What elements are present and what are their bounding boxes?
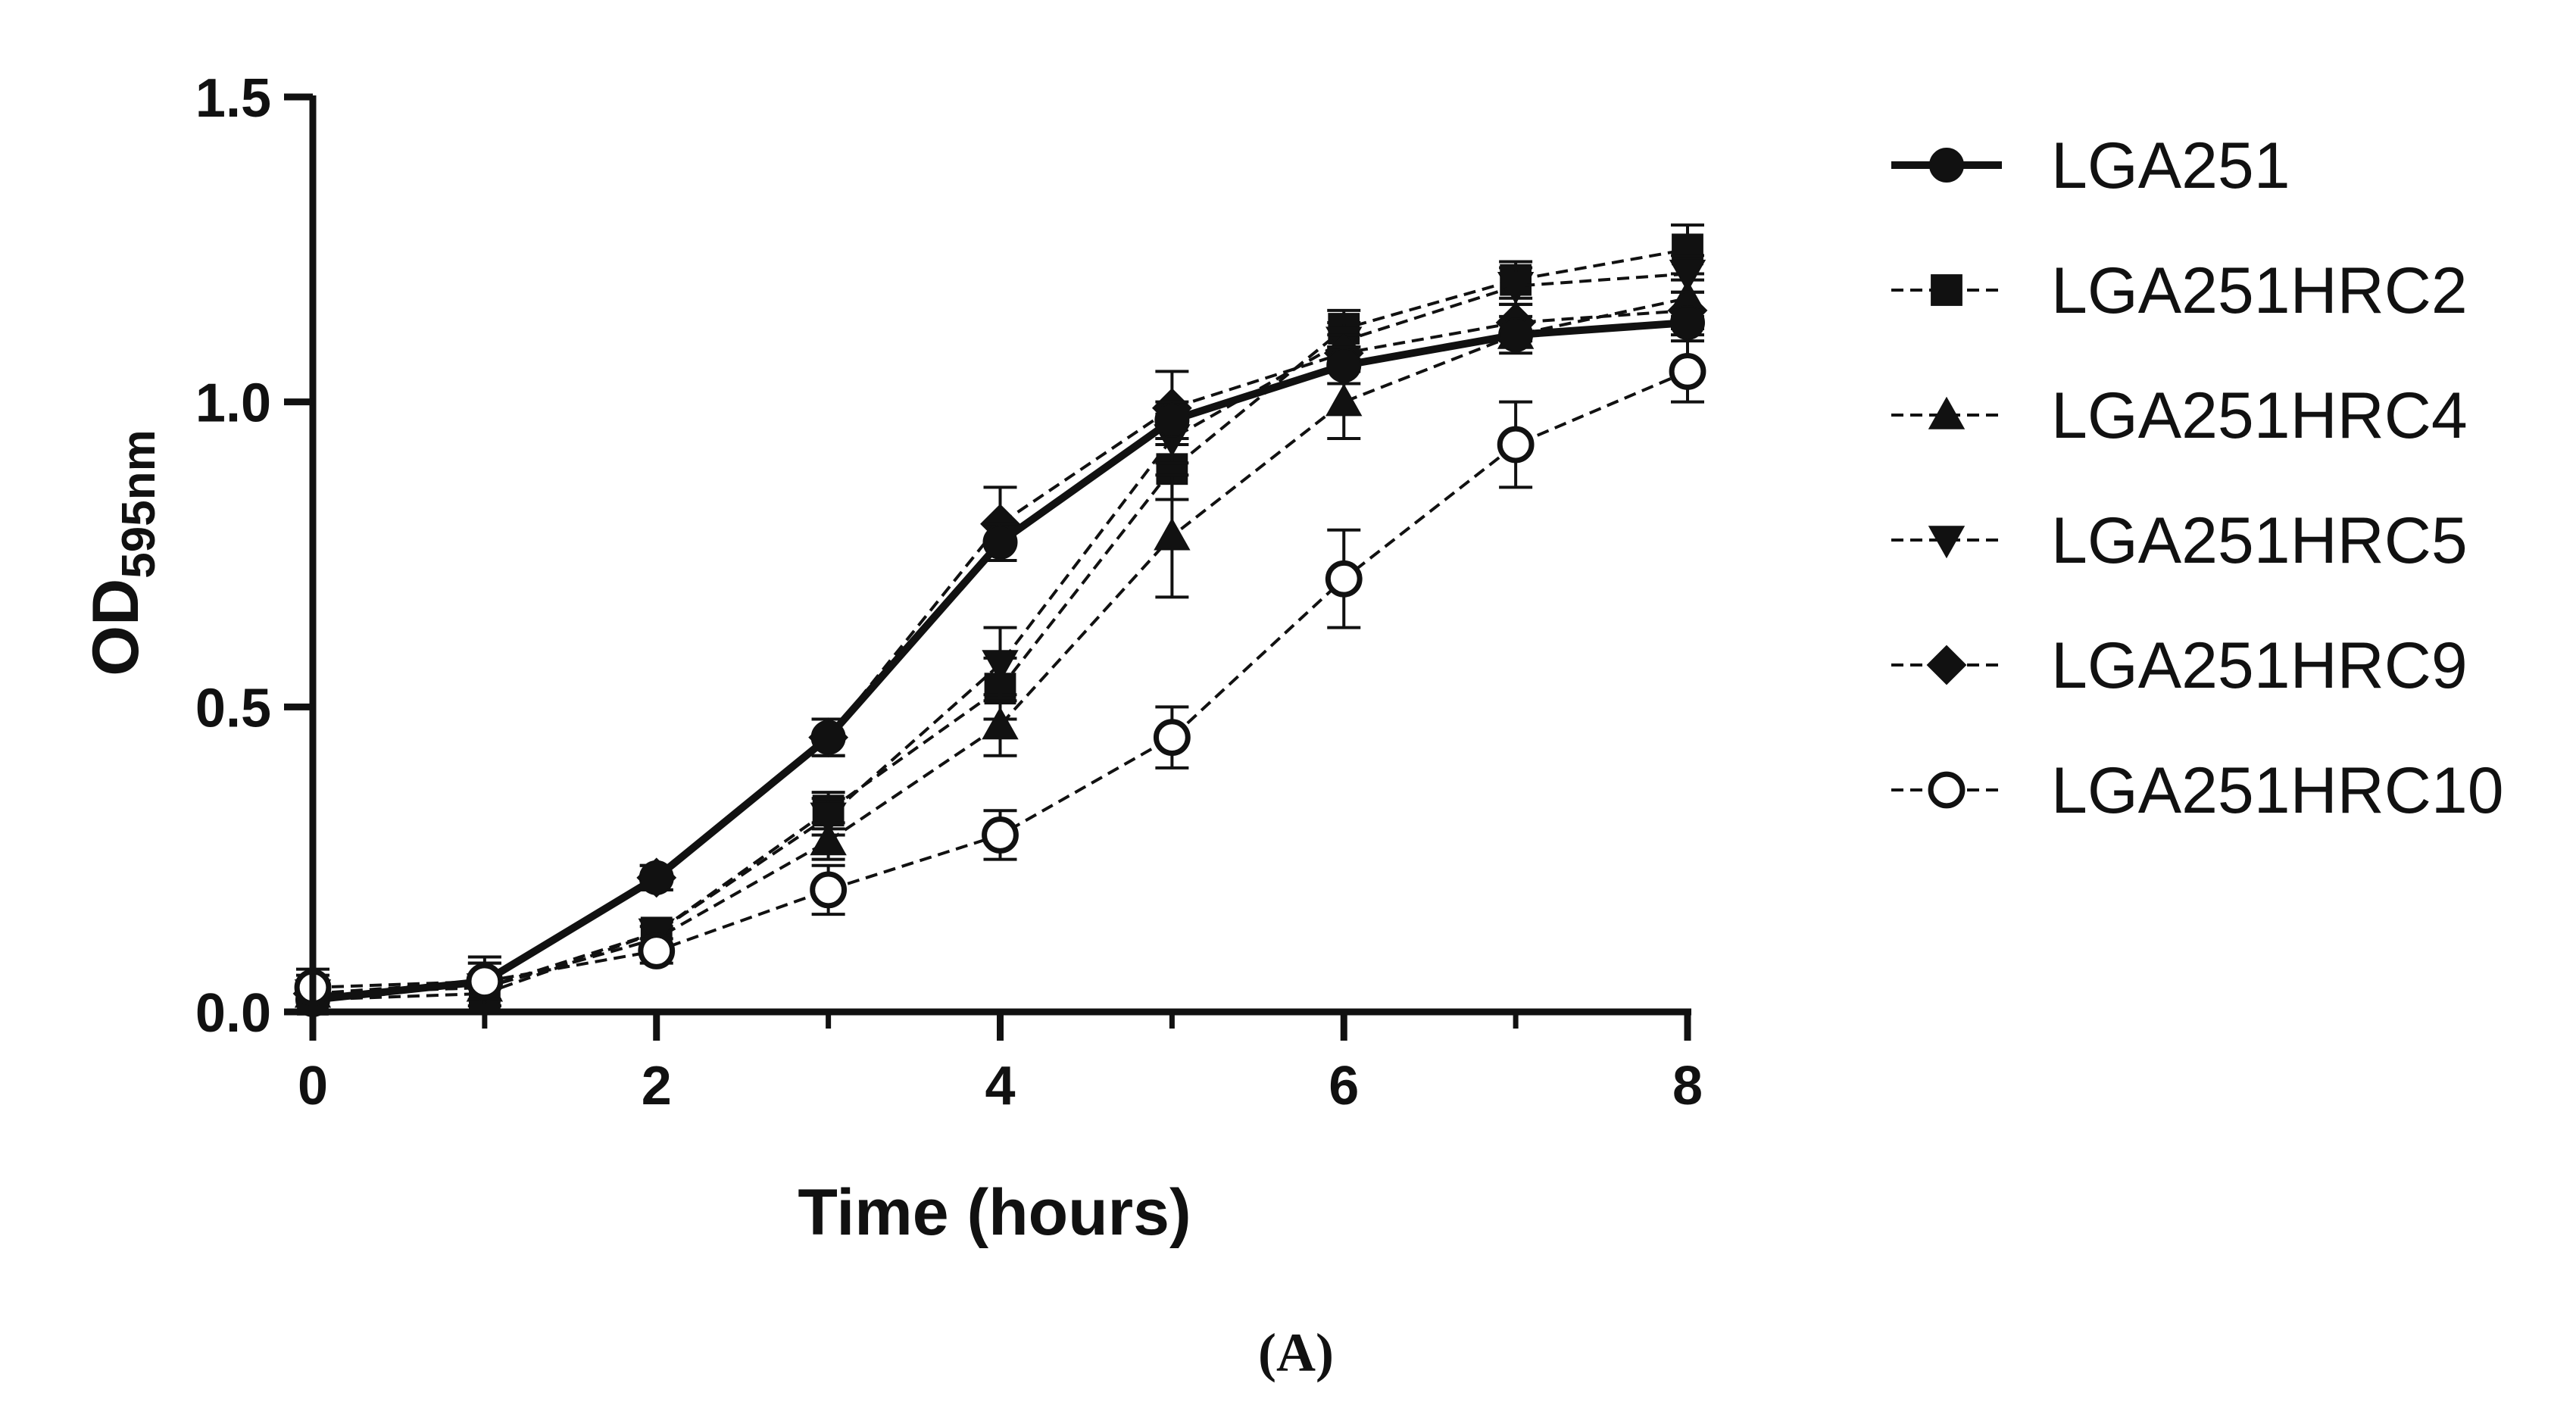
x-tick-label: 6 [1329,1056,1359,1116]
legend-item-LGA251: LGA251 [1891,130,2290,202]
legend-marker [1928,396,1966,429]
data-point [1670,304,1705,340]
legend-marker [1929,148,1964,183]
axes-layer: 0.0 0.5 1.0 1.5 0 2 4 6 8 [195,68,1703,1116]
legend-label: LGA251HRC4 [2051,379,2468,452]
y-tick-label: 0.0 [195,983,271,1044]
data-point [810,802,847,835]
data-point [1497,426,1535,464]
data-point [982,524,1018,560]
data-point [810,720,846,755]
legend-marker [1928,771,1966,809]
data-point [982,650,1019,683]
y-tick-label: 1.5 [195,68,271,129]
x-tick-label: 2 [642,1056,672,1116]
legend-marker [1926,645,1967,685]
data-point [1498,317,1534,353]
y-axis-title-subscript: 595nm [113,429,165,578]
data-point [466,963,504,1001]
legend-item-LGA251HRC4: LGA251HRC4 [1891,379,2468,452]
y-tick-label: 1.0 [195,373,271,434]
series-line [312,248,1688,1001]
x-axis-title: Time (hours) [798,1176,1191,1249]
x-tick-label: 4 [985,1056,1015,1116]
legend-label: LGA251HRC10 [2051,754,2504,827]
legend-item-LGA251HRC2: LGA251HRC2 [1891,254,2468,327]
data-point [1325,560,1363,598]
data-point [1154,517,1191,551]
legend-marker [1931,274,1962,306]
data-point [1326,348,1362,383]
data-point [810,871,848,909]
legend-label: LGA251HRC5 [2051,504,2468,577]
data-point [810,823,847,856]
data-point [1669,353,1706,390]
data-point [1497,271,1535,304]
x-tick-label: 8 [1672,1056,1703,1116]
series-layer [292,223,1708,1017]
legend-item-LGA251HRC10: LGA251HRC10 [1891,754,2504,827]
legend-label: LGA251HRC2 [2051,254,2468,327]
data-point [1153,719,1191,756]
data-point [639,860,674,895]
y-axis-title-main: OD [80,579,152,676]
series-line [312,272,1688,995]
data-point [1669,259,1706,292]
legend-label: LGA251 [2051,130,2290,202]
data-point [982,816,1019,854]
legend-item-LGA251HRC9: LGA251HRC9 [1891,629,2468,702]
y-tick-label: 0.5 [195,678,271,738]
legend-marker [1928,526,1966,559]
legend-label: LGA251HRC9 [2051,629,2468,702]
data-point [638,932,676,969]
legend-item-LGA251HRC5: LGA251HRC5 [1891,504,2468,577]
series-LGA251HRC5 [294,254,1706,1013]
data-point [982,707,1019,740]
data-point [1154,402,1190,438]
x-tick-label: 0 [298,1056,328,1116]
legend: LGA251 LGA251HRC2 LGA251HRC4 LGA251HRC5 LGA2… [1891,130,2504,827]
panel-label: (A) [1258,1322,1334,1383]
y-axis-title: OD595nm [80,429,165,676]
data-point [1325,383,1363,417]
